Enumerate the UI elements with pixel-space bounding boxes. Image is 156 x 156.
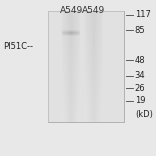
Text: A549: A549 (82, 6, 105, 15)
Text: (kD): (kD) (135, 110, 153, 119)
Bar (49, 11, 124, 122)
Text: 48: 48 (135, 56, 145, 65)
Text: 19: 19 (135, 96, 145, 105)
Text: 117: 117 (135, 10, 151, 19)
Text: A549: A549 (60, 6, 83, 15)
Text: 26: 26 (135, 84, 145, 93)
Text: 34: 34 (135, 71, 145, 80)
Text: PI51C--: PI51C-- (3, 42, 33, 51)
Text: 85: 85 (135, 26, 145, 35)
Bar (49, 11, 124, 122)
